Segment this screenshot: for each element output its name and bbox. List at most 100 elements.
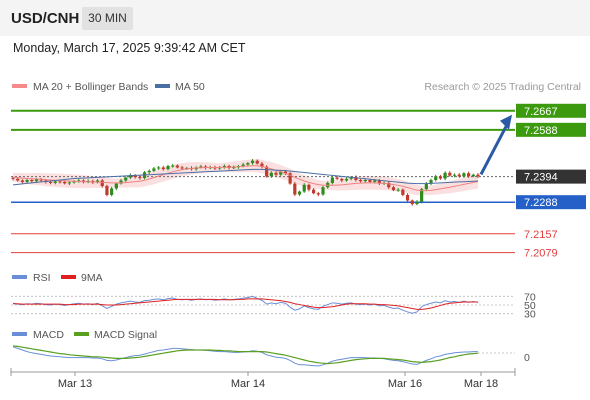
- ma20-legend-swatch: [12, 84, 27, 88]
- candle-body: [377, 180, 381, 184]
- candle-body: [424, 183, 428, 190]
- macd-legend-label: MACD: [33, 329, 64, 341]
- candle-body: [293, 183, 297, 195]
- candle-body: [133, 175, 137, 178]
- level-label-7.2288: 7.2288: [524, 197, 558, 209]
- candle-body: [457, 174, 461, 177]
- candle-body: [157, 167, 161, 169]
- ma50-legend-label: MA 50: [175, 81, 205, 93]
- candle-body: [199, 166, 203, 168]
- candle-body: [119, 180, 123, 184]
- candle-body: [110, 188, 114, 195]
- candle-body: [297, 191, 302, 195]
- candle-body: [152, 168, 156, 171]
- candle-body: [283, 171, 288, 174]
- candle-body: [20, 180, 24, 182]
- timeframe-badge[interactable]: 30 MIN: [82, 7, 133, 30]
- candle-body: [11, 177, 15, 179]
- candle-body: [471, 174, 475, 177]
- candle-body: [171, 165, 175, 167]
- candle-body: [48, 181, 53, 183]
- signal-legend-swatch: [74, 332, 89, 336]
- candle-body: [335, 177, 339, 179]
- candle-body: [25, 180, 29, 182]
- candle-body: [241, 164, 245, 167]
- candle-body: [321, 187, 325, 195]
- time-axis: Mar 13 Mar 14 Mar 16 Mar 18: [10, 368, 516, 390]
- candle-body: [58, 181, 62, 183]
- level-label-7.2079: 7.2079: [524, 248, 558, 260]
- candle-body: [114, 183, 118, 189]
- candle-body: [67, 182, 71, 184]
- candle-body: [420, 189, 424, 202]
- rsi-legend-label: RSI: [33, 272, 51, 284]
- candle-body: [349, 177, 353, 179]
- credit-label: Research © 2025 Trading Central: [424, 81, 581, 93]
- candle-body: [250, 160, 255, 164]
- candle-body: [180, 167, 184, 169]
- candle-body: [124, 177, 128, 181]
- candle-body: [39, 179, 43, 181]
- rsi-legend-swatch: [12, 275, 27, 279]
- candle-body: [434, 176, 438, 180]
- level-box-7.2288: [516, 195, 586, 210]
- datetime-label: Monday, March 17, 2025 9:39:42 AM CET: [13, 41, 246, 55]
- time-tick-label: Mar 13: [58, 378, 92, 390]
- candle-body: [246, 163, 250, 165]
- candle-body: [232, 167, 236, 169]
- candle-body: [373, 180, 377, 182]
- level-label-7.2157: 7.2157: [524, 229, 558, 241]
- header-bar: USD/CNH 30 MIN: [0, 0, 590, 36]
- rsi-tick-30: 30: [524, 309, 536, 321]
- symbol-title: USD/CNH: [11, 10, 80, 27]
- candle-body: [288, 173, 292, 184]
- macd-panel: 0: [12, 345, 530, 367]
- ma50-line: [12, 168, 479, 186]
- level-box-7.2667: [516, 103, 586, 118]
- candle-body: [63, 181, 67, 184]
- rsi-tick-50: 50: [524, 300, 536, 312]
- candle-body: [415, 201, 419, 205]
- candle-body: [429, 180, 433, 184]
- candle-body: [30, 180, 34, 182]
- candle-body: [307, 184, 311, 190]
- candle-body: [95, 180, 100, 183]
- candle-body: [340, 178, 344, 181]
- candle-body: [166, 166, 170, 170]
- candle-body: [391, 187, 396, 191]
- level-label-7.2588: 7.2588: [524, 125, 558, 137]
- level-box-7.2588: [516, 122, 586, 137]
- ma20-legend-label: MA 20 + Bollinger Bands: [33, 81, 148, 93]
- ma9-legend-swatch: [61, 275, 76, 279]
- candle-body: [368, 180, 372, 182]
- level-box-7.2394: [516, 169, 586, 184]
- candle-body: [302, 184, 306, 192]
- candle-body: [396, 189, 400, 191]
- candle-body: [358, 180, 363, 182]
- candle-body: [452, 174, 457, 176]
- candle-body: [467, 173, 471, 177]
- candle-body: [330, 177, 334, 183]
- candle-body: [100, 180, 104, 187]
- candle-body: [410, 200, 414, 205]
- candle-body: [72, 181, 76, 183]
- candle-body: [438, 176, 443, 179]
- candle-body: [255, 160, 259, 164]
- rsi-ma9-line: [13, 298, 478, 310]
- candle-body: [448, 172, 452, 176]
- candle-body: [16, 178, 20, 181]
- candle-body: [128, 175, 133, 178]
- time-tick-label: Mar 16: [388, 378, 422, 390]
- candle-body: [443, 172, 447, 179]
- macd-tick-0: 0: [524, 352, 530, 364]
- forecast-arrow-head: [500, 114, 512, 130]
- candle-body: [363, 180, 367, 182]
- candle-body: [462, 173, 466, 177]
- candle-body: [265, 166, 269, 177]
- candle-body: [354, 177, 358, 180]
- candle-body: [312, 189, 316, 194]
- candle-body: [274, 172, 278, 175]
- candle-body: [34, 179, 39, 182]
- time-tick-label: Mar 14: [231, 378, 265, 390]
